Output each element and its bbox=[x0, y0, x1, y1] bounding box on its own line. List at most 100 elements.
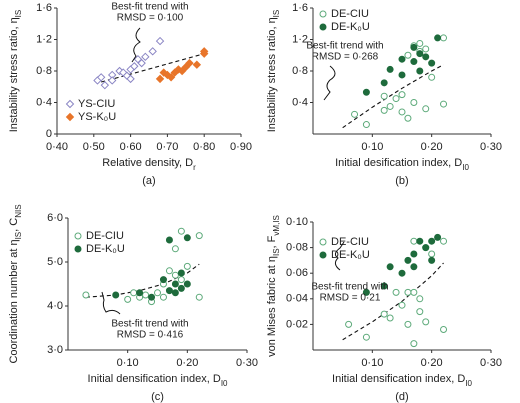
data-point bbox=[440, 237, 448, 245]
data-point bbox=[398, 108, 406, 116]
legend-marker bbox=[65, 99, 75, 109]
y-tick-label: 0·8 bbox=[36, 65, 52, 77]
y-tick-label: 0·4 bbox=[292, 96, 308, 108]
trend-line bbox=[101, 53, 205, 83]
y-tick-label: 1·6 bbox=[292, 2, 308, 14]
x-tick-label: 0·20 bbox=[421, 141, 443, 153]
data-point bbox=[434, 233, 442, 241]
data-point bbox=[404, 114, 412, 122]
y-tick-label: 0·8 bbox=[292, 65, 308, 77]
y-tick-label: 1·2 bbox=[292, 33, 308, 45]
data-point bbox=[96, 73, 106, 82]
data-point bbox=[362, 333, 370, 341]
data-point bbox=[386, 102, 394, 110]
x-axis-label: Initial densification index, DI0 bbox=[88, 373, 229, 388]
panel-label: (c) bbox=[151, 391, 164, 403]
data-point bbox=[380, 106, 388, 114]
y-tick-label: 0 bbox=[46, 128, 52, 140]
data-point bbox=[154, 289, 161, 297]
data-point bbox=[392, 288, 400, 296]
x-tick-label: 0·10 bbox=[361, 357, 383, 369]
data-point bbox=[422, 45, 430, 53]
data-point bbox=[345, 320, 353, 328]
data-point bbox=[380, 282, 388, 290]
panel: 0·4 0·8 1·2 1·6 0·10 0·20 0·30 Initial desifica… bbox=[266, 2, 502, 187]
trend-line bbox=[85, 263, 200, 298]
data-point bbox=[183, 262, 191, 270]
data-point bbox=[440, 100, 448, 108]
data-point bbox=[410, 288, 418, 296]
data-point bbox=[404, 256, 412, 264]
data-point bbox=[398, 55, 406, 63]
data-point bbox=[166, 73, 176, 82]
data-point bbox=[159, 293, 167, 301]
data-point bbox=[404, 288, 412, 296]
data-point bbox=[165, 267, 173, 275]
data-point bbox=[428, 256, 436, 264]
data-point bbox=[410, 263, 418, 271]
data-point bbox=[177, 269, 185, 277]
label-part: IS bbox=[272, 248, 281, 256]
label-part: von Mises fabric at η bbox=[266, 256, 278, 357]
label-part: I0 bbox=[221, 379, 228, 388]
data-point bbox=[155, 36, 165, 46]
panel-label: (d) bbox=[395, 391, 408, 403]
data-point bbox=[199, 47, 209, 56]
data-point bbox=[142, 291, 150, 299]
data-point bbox=[126, 74, 135, 84]
y-tick-label: 1·6 bbox=[36, 2, 52, 14]
data-point bbox=[386, 65, 394, 73]
legend-marker bbox=[74, 232, 82, 240]
data-point bbox=[148, 293, 156, 301]
data-point bbox=[171, 271, 179, 279]
data-point bbox=[177, 276, 185, 284]
legend-label: DE-K₀U bbox=[331, 21, 370, 33]
x-axis-label: Initial densification index, DI0 bbox=[332, 373, 473, 388]
data-point bbox=[392, 95, 400, 103]
data-point bbox=[416, 237, 424, 245]
y-axis-label: Coordination number at ηIS, CNIS bbox=[8, 204, 23, 363]
y-tick-label: 5·0 bbox=[47, 256, 63, 268]
data-point bbox=[195, 293, 203, 301]
x-tick-label: 0·70 bbox=[156, 141, 178, 153]
x-tick-label: 0·30 bbox=[480, 357, 502, 369]
data-point bbox=[416, 295, 424, 303]
y-tick-label: 3·0 bbox=[47, 344, 63, 356]
label-part: Initial densification index, D bbox=[332, 373, 465, 385]
annotation: Best-fit trend with bbox=[111, 2, 188, 13]
data-point bbox=[386, 314, 394, 322]
data-point bbox=[192, 60, 202, 69]
data-point bbox=[428, 250, 436, 258]
data-point bbox=[410, 99, 418, 106]
x-tick-label: 0·80 bbox=[193, 141, 215, 153]
y-tick-label: 0·04 bbox=[286, 293, 308, 305]
data-point bbox=[416, 50, 424, 58]
trend-line bbox=[342, 262, 444, 341]
label-part: I0 bbox=[462, 163, 469, 172]
label-part: , F bbox=[266, 235, 278, 248]
data-point bbox=[398, 301, 406, 309]
data-point bbox=[422, 105, 430, 113]
data-point bbox=[171, 289, 179, 297]
x-axis-label: Relative density, Dr bbox=[102, 157, 196, 172]
panel: 0·02 0·04 0·06 0·08 0·10 0·10 0·20 0·30 Initial … bbox=[266, 215, 502, 403]
data-point bbox=[183, 280, 191, 288]
y-axis-label: Instability stress ratio, ηIS bbox=[8, 10, 23, 133]
data-point bbox=[159, 68, 168, 77]
legend-marker bbox=[319, 23, 327, 31]
data-point bbox=[416, 308, 424, 316]
data-point bbox=[386, 263, 394, 271]
label-part: vM,IS bbox=[272, 215, 281, 235]
x-tick-label: 0·20 bbox=[176, 357, 198, 369]
label-part: I0 bbox=[465, 379, 472, 388]
data-point bbox=[440, 326, 448, 334]
data-point bbox=[416, 39, 424, 47]
x-tick-label: 0·30 bbox=[236, 357, 258, 369]
y-axis-label: Instability stress ratio, ηIS bbox=[266, 10, 281, 133]
annotation: Best-fit trend with bbox=[111, 319, 188, 330]
data-point bbox=[410, 43, 418, 51]
data-point bbox=[165, 236, 173, 244]
label-part: Relative density, D bbox=[102, 157, 193, 169]
annotation-arrow bbox=[131, 27, 141, 63]
data-point bbox=[410, 237, 418, 245]
